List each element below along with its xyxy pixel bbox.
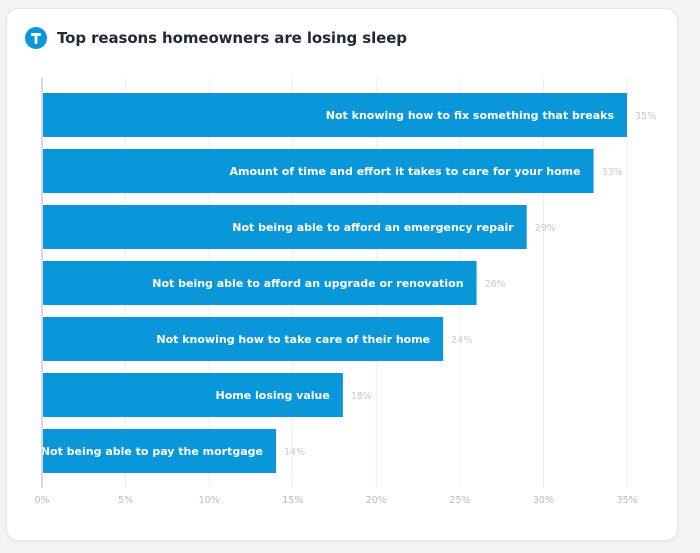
bar-category-label: Not being able to pay the mortgage [41,445,263,458]
chart-header: Top reasons homeowners are losing sleep [25,27,407,49]
thumbtack-logo-icon [25,27,47,49]
x-tick-label: 25% [449,495,470,506]
bar [43,373,343,417]
x-tick-label: 5% [118,495,133,506]
bars: Not knowing how to fix something that br… [41,93,656,473]
bar [43,205,527,249]
x-axis: 0% 5% 10% 15% 20% 25% 30% 35% [34,78,638,506]
x-tick-label: 35% [616,495,637,506]
bar-value-label: 29% [535,223,556,234]
x-tick-label: 0% [34,495,49,506]
bar-category-label: Not being able to afford an upgrade or r… [152,277,463,290]
bar-category-label: Not knowing how to fix something that br… [326,109,615,122]
bar [43,149,594,193]
bar [43,261,477,305]
x-tick-label: 10% [199,495,220,506]
x-tick-label: 15% [282,495,303,506]
bar-category-label: Not being able to afford an emergency re… [232,221,514,234]
bar-value-label: 35% [635,111,656,122]
bar-value-label: 14% [284,447,305,458]
chart-title: Top reasons homeowners are losing sleep [57,29,407,47]
bar [43,317,444,361]
bar-category-label: Amount of time and effort it takes to ca… [230,165,581,178]
bar-value-label: 33% [602,167,623,178]
x-tick-label: 20% [366,495,387,506]
x-tick-label: 30% [533,495,554,506]
bar-value-label: 24% [451,335,472,346]
bar [43,93,627,137]
bar-value-label: 18% [351,391,372,402]
bar-value-label: 26% [485,279,506,290]
bar-category-label: Home losing value [215,389,329,402]
bar [43,429,276,473]
bar-category-label: Not knowing how to take care of their ho… [156,333,430,346]
